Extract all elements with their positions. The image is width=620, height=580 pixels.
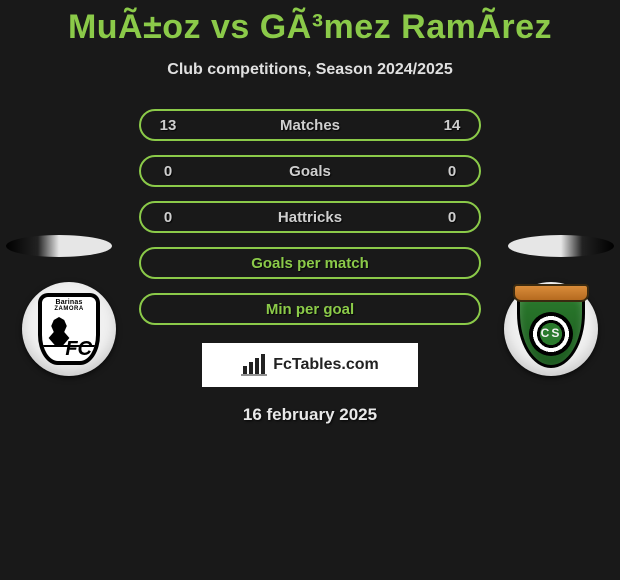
stat-row-goals-per-match: Goals per match (139, 247, 481, 279)
stat-row-goals: 0 Goals 0 (139, 155, 481, 187)
team-left-top-text: Barinas (42, 297, 96, 306)
stat-row-min-per-goal: Min per goal (139, 293, 481, 325)
stat-label: Goals (181, 163, 439, 180)
team-left-ellipse (6, 235, 112, 257)
stat-right-value: 0 (439, 209, 465, 226)
bar-chart-icon (241, 354, 267, 376)
team-left-initials: FC (65, 341, 92, 357)
stat-label: Hattricks (181, 209, 439, 226)
crest-banner (513, 284, 589, 302)
stat-left-value: 13 (155, 117, 181, 134)
stat-right-value: 14 (439, 117, 465, 134)
team-right-crest: CS (517, 290, 585, 368)
page-title: MuÃ±oz vs GÃ³mez RamÃ­rez (0, 0, 620, 47)
brand-box: FcTables.com (202, 343, 418, 387)
brand-text: FcTables.com (273, 356, 379, 374)
team-left-name: ZAMORA (54, 306, 83, 312)
comparison-section: Barinas ZAMORA FC CS 13 Matches 14 0 Goa… (0, 109, 620, 325)
stat-right-value: 0 (439, 163, 465, 180)
team-right-initials: CS (517, 326, 585, 340)
stat-label: Min per goal (181, 301, 439, 318)
team-left-crest: Barinas ZAMORA FC (38, 293, 100, 365)
team-right-badge: CS (504, 282, 598, 376)
date-text: 16 february 2025 (0, 405, 620, 425)
stat-row-matches: 13 Matches 14 (139, 109, 481, 141)
subtitle: Club competitions, Season 2024/2025 (0, 61, 620, 79)
stat-label: Goals per match (181, 255, 439, 272)
stat-left-value: 0 (155, 163, 181, 180)
stat-row-hattricks: 0 Hattricks 0 (139, 201, 481, 233)
stat-label: Matches (181, 117, 439, 134)
stat-left-value: 0 (155, 209, 181, 226)
team-left-badge: Barinas ZAMORA FC (22, 282, 116, 376)
team-right-ellipse (508, 235, 614, 257)
